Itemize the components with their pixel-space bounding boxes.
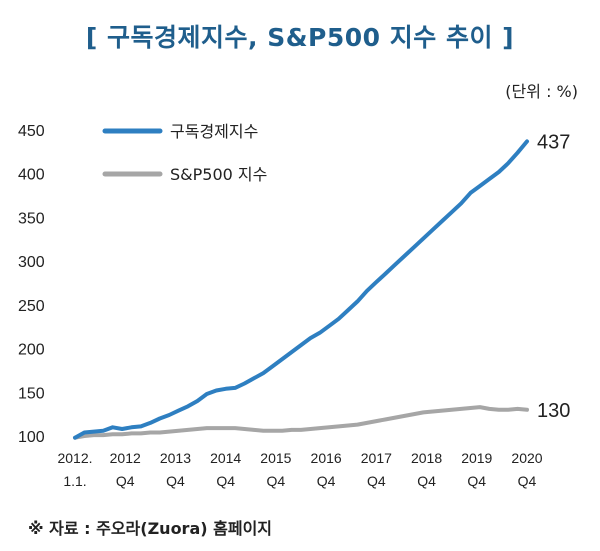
x-tick-label: 2018: [411, 450, 442, 466]
x-tick-sublabel: Q4: [116, 473, 135, 489]
series-lines: [73, 139, 529, 440]
y-tick-label: 300: [18, 254, 45, 271]
x-tick-sublabel: Q4: [216, 473, 235, 489]
unit-label: (단위 : %): [505, 82, 578, 101]
x-tick-sublabel: Q4: [518, 473, 537, 489]
y-tick-label: 400: [18, 167, 45, 184]
legend-label: S&P500 지수: [170, 165, 267, 184]
x-tick-sublabel: 1.1.: [63, 473, 86, 489]
chart-title: [ 구독경제지수, S&P500 지수 추이 ]: [85, 23, 515, 52]
x-tick-label: 2014: [210, 450, 241, 466]
x-tick-sublabel: Q4: [367, 473, 386, 489]
x-tick-sublabel: Q4: [317, 473, 336, 489]
subscription-index-line: [73, 139, 529, 440]
x-axis: 2012. 1.1. 2012 Q4 2013 Q4 2014 Q4 2015 Q4 2016 Q4 2…: [57, 450, 542, 489]
x-tick-label: 2016: [311, 450, 342, 466]
legend: 구독경제지수 S&P500 지수: [102, 122, 267, 184]
y-tick-label: 100: [18, 429, 45, 446]
x-tick-label: 2017: [361, 450, 392, 466]
sp500-index-line: [73, 405, 529, 440]
x-tick-sublabel: Q4: [467, 473, 486, 489]
x-tick-label: 2020: [511, 450, 542, 466]
x-tick-label: 2012: [110, 450, 141, 466]
y-tick-label: 450: [18, 123, 45, 140]
x-tick-sublabel: Q4: [166, 473, 185, 489]
y-tick-label: 150: [18, 385, 45, 402]
series-end-value: 437: [537, 131, 570, 153]
x-tick-label: 2015: [260, 450, 291, 466]
x-tick-sublabel: Q4: [417, 473, 436, 489]
y-axis: 100 150 200 250 300 350 400 450: [18, 123, 45, 446]
end-labels: 437 130: [537, 131, 570, 421]
x-tick-label: 2019: [461, 450, 492, 466]
x-tick-label: 2013: [160, 450, 191, 466]
y-tick-label: 200: [18, 342, 45, 359]
legend-label: 구독경제지수: [170, 122, 258, 141]
y-tick-label: 350: [18, 210, 45, 227]
x-tick-label: 2012.: [57, 450, 92, 466]
y-tick-label: 250: [18, 298, 45, 315]
x-tick-sublabel: Q4: [267, 473, 286, 489]
series-end-value: 130: [537, 400, 570, 422]
source-note: ※ 자료 : 주오라(Zuora) 홈페이지: [28, 519, 273, 538]
